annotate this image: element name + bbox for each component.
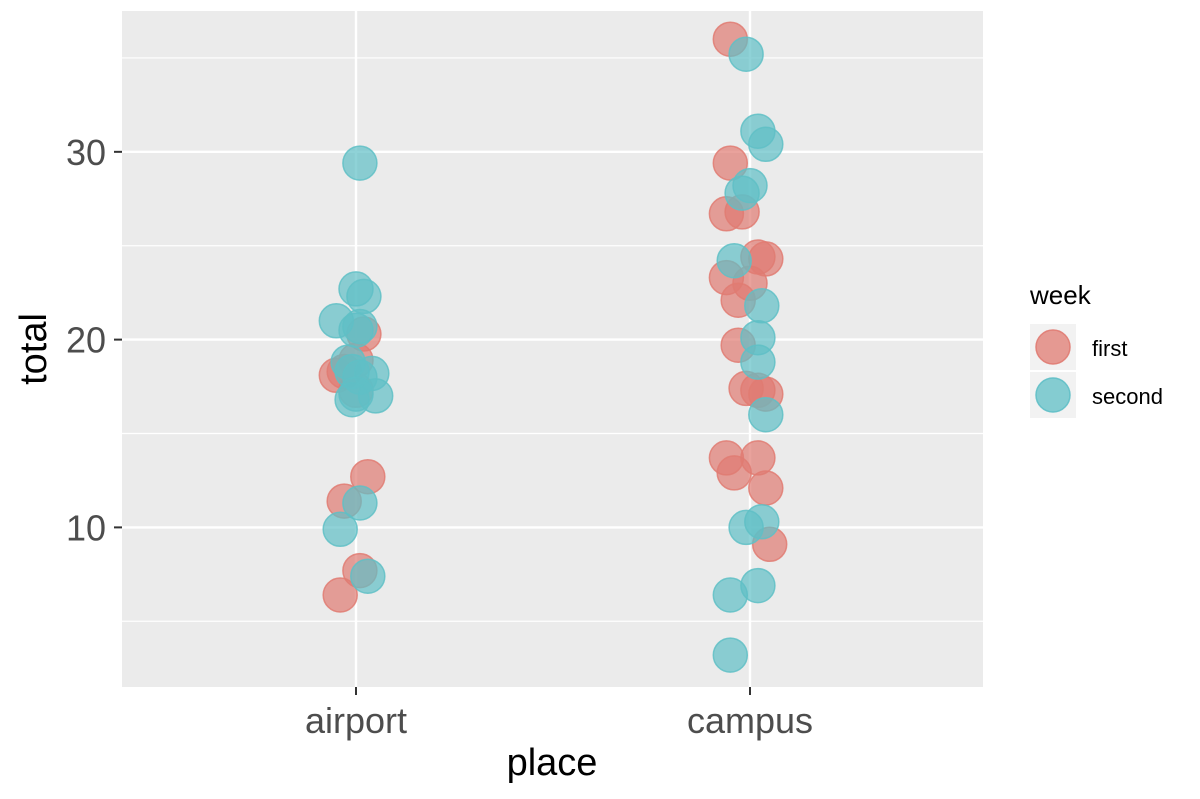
minor-gridlines <box>122 57 983 622</box>
data-point-second <box>322 511 358 548</box>
data-point-second <box>744 504 780 540</box>
data-point-second <box>357 378 394 414</box>
data-point-first <box>322 577 358 613</box>
x-axis: airport campus <box>305 687 813 741</box>
legend: week first second <box>1029 280 1163 418</box>
x-axis-title: place <box>507 742 598 784</box>
legend-key-second <box>1035 377 1071 413</box>
legend-label-second: second <box>1092 384 1163 409</box>
legend-label-first: first <box>1092 336 1127 361</box>
y-tick-label: 30 <box>66 132 106 173</box>
data-point-first <box>740 440 776 476</box>
data-point-second <box>342 485 378 521</box>
x-tick-label: campus <box>687 700 813 741</box>
data-point-second <box>740 567 776 604</box>
y-axis: 10 20 30 <box>66 132 122 548</box>
data-point-first <box>748 470 784 506</box>
data-point-second <box>748 126 784 163</box>
data-point-second <box>728 36 764 72</box>
y-tick-label: 20 <box>66 320 106 361</box>
data-point-second <box>346 278 382 315</box>
data-point-second <box>342 145 378 181</box>
plot-panel <box>122 11 983 687</box>
data-point-second <box>744 288 780 324</box>
legend-title: week <box>1029 280 1092 310</box>
data-point-second <box>748 396 784 433</box>
data-point-second <box>712 637 749 673</box>
legend-key-first <box>1035 329 1071 365</box>
y-axis-title: total <box>13 313 55 385</box>
data-point-second <box>342 308 378 345</box>
data-point-second <box>724 175 760 211</box>
y-tick-label: 10 <box>66 507 106 548</box>
data-point-first <box>748 241 784 277</box>
x-tick-label: airport <box>305 700 407 741</box>
data-point-second <box>350 558 386 594</box>
data-point-second <box>716 242 752 279</box>
data-points <box>318 21 788 673</box>
data-point-second <box>740 344 776 380</box>
